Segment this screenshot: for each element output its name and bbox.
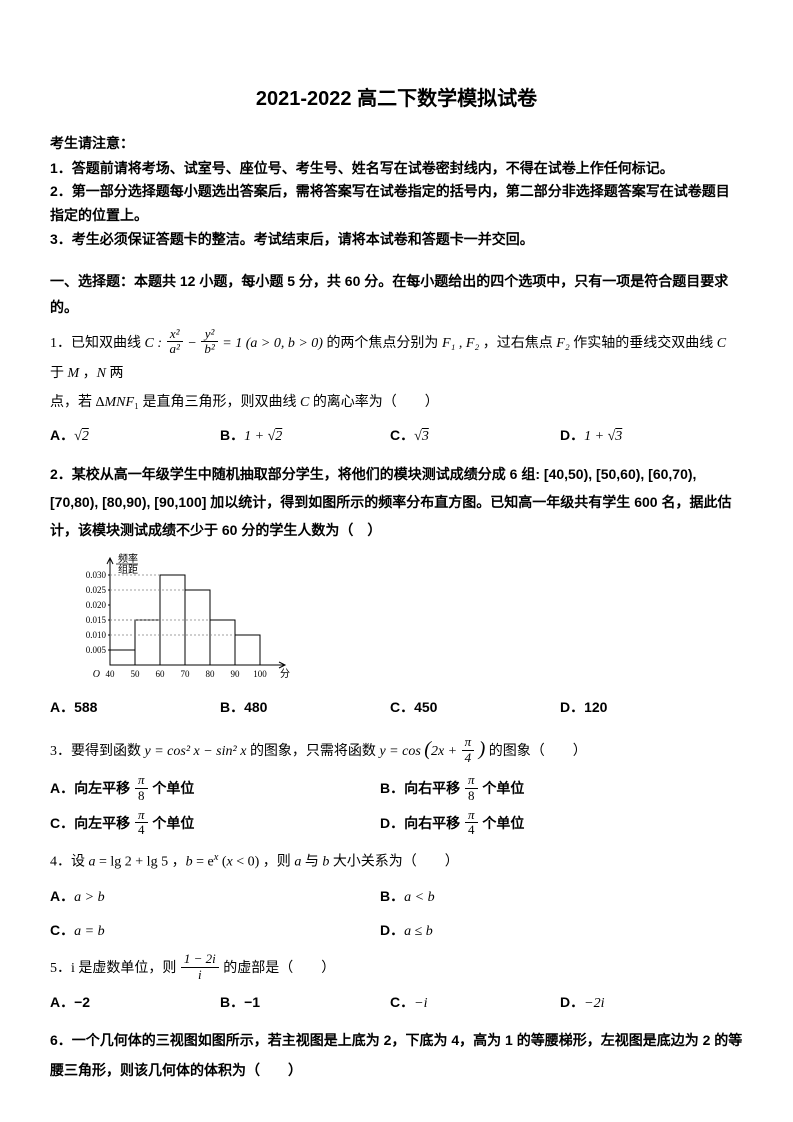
q1-stem-d: 点，若 ΔMNF₁ 是直角三角形，则双曲线 C 的离心率为（ ） bbox=[50, 388, 743, 417]
histogram-svg: 频率组距 0.005 0.010 0.015 0.020 0.025 0.030 40 50 60… bbox=[60, 550, 290, 690]
q4-option-c: C．a = b bbox=[50, 916, 380, 946]
q1-stem-a: 1．已知双曲线 bbox=[50, 336, 145, 351]
q2-option-d: D．120 bbox=[560, 694, 730, 721]
q5-option-d: D．−2i bbox=[560, 988, 730, 1018]
q1-c: C bbox=[717, 336, 726, 351]
q1-options: A．√2 B．1 + √2 C．√3 D．1 + √3 bbox=[50, 421, 743, 451]
q1-option-d: D．1 + √3 bbox=[560, 421, 730, 451]
q5-stem-a: 5．i 是虚数单位，则 bbox=[50, 961, 180, 976]
q3-options-row1: A．向左平移 π8 个单位 B．向右平移 π8 个单位 bbox=[50, 774, 743, 805]
svg-text:40: 40 bbox=[106, 669, 116, 679]
question-5: 5．i 是虚数单位，则 1 − 2ii 的虚部是（ ） A．−2 B．−1 C．… bbox=[50, 954, 743, 1018]
svg-text:0.005: 0.005 bbox=[86, 645, 107, 655]
question-6: 6．一个几何体的三视图如图所示，若主视图是上底为 2，下底为 4，高为 1 的等… bbox=[50, 1026, 743, 1085]
question-1: 1．已知双曲线 C : x²a² − y²b² = 1 (a > 0, b > … bbox=[50, 329, 743, 452]
svg-text:0.020: 0.020 bbox=[86, 600, 107, 610]
svg-text:0.015: 0.015 bbox=[86, 615, 107, 625]
notice-line-3: 3．考生必须保证答题卡的整洁。考试结束后，请将本试卷和答题卡一并交回。 bbox=[50, 228, 743, 252]
notice-line-2: 2．第一部分选择题每小题选出答案后，需将答案写在试卷指定的括号内，第二部分非选择… bbox=[50, 180, 743, 228]
q4-options-row2: C．a = b D．a ≤ b bbox=[50, 916, 743, 946]
q5-option-c: C．−i bbox=[390, 988, 560, 1018]
svg-text:60: 60 bbox=[156, 669, 166, 679]
q1-option-b: B．1 + √2 bbox=[220, 421, 390, 451]
svg-text:组距: 组距 bbox=[118, 563, 138, 576]
svg-text:100: 100 bbox=[253, 669, 267, 679]
notice-head: 考生请注意： bbox=[50, 130, 743, 157]
q2-option-b: B．480 bbox=[220, 694, 390, 721]
section-1-head: 一、选择题：本题共 12 小题，每小题 5 分，共 60 分。在每小题给出的四个… bbox=[50, 268, 743, 321]
q4-option-b: B．a < b bbox=[380, 882, 710, 912]
svg-text:频率: 频率 bbox=[118, 552, 138, 565]
q2-option-c: C．450 bbox=[390, 694, 560, 721]
q2-histogram: 频率组距 0.005 0.010 0.015 0.020 0.025 0.030 40 50 60… bbox=[60, 550, 743, 690]
svg-text:0.030: 0.030 bbox=[86, 570, 107, 580]
q5-option-b: B．−1 bbox=[220, 988, 390, 1018]
q5-frac: 1 − 2ii bbox=[181, 952, 219, 982]
q1-stem-b: 的两个焦点分别为 bbox=[326, 336, 442, 351]
svg-text:70: 70 bbox=[181, 669, 191, 679]
q3-fn2: y = cos (2x + π4 ) bbox=[379, 744, 485, 759]
svg-text:分数: 分数 bbox=[280, 667, 290, 680]
q1-option-c: C．√3 bbox=[390, 421, 560, 451]
q5-options: A．−2 B．−1 C．−i D．−2i bbox=[50, 988, 743, 1018]
svg-text:0.010: 0.010 bbox=[86, 630, 107, 640]
svg-text:O: O bbox=[93, 669, 100, 680]
q1-option-a: A．√2 bbox=[50, 421, 220, 451]
q3-option-a: A．向左平移 π8 个单位 bbox=[50, 774, 380, 805]
q3-fn1: y = cos² x − sin² x bbox=[145, 744, 247, 759]
notice-line-1: 1．答题前请将考场、试室号、座位号、考生号、姓名写在试卷密封线内，不得在试卷上作… bbox=[50, 157, 743, 181]
q2-option-a: A．588 bbox=[50, 694, 220, 721]
page-title: 2021-2022 高二下数学模拟试卷 bbox=[50, 80, 743, 118]
svg-text:0.025: 0.025 bbox=[86, 585, 107, 595]
q3-stem-b: 的图象，只需将函数 bbox=[250, 744, 380, 759]
q2-options: A．588 B．480 C．450 D．120 bbox=[50, 694, 743, 721]
q1-f2: F₂ bbox=[556, 336, 569, 351]
q1-foci: F₁ , F₂ bbox=[442, 336, 483, 351]
q3-option-b: B．向右平移 π8 个单位 bbox=[380, 774, 710, 805]
page: 2021-2022 高二下数学模拟试卷 考生请注意： 1．答题前请将考场、试室号… bbox=[0, 0, 793, 1122]
q3-option-d: D．向右平移 π4 个单位 bbox=[380, 809, 710, 840]
q1-eq: C : x²a² − y²b² = 1 (a > 0, b > 0) bbox=[145, 336, 323, 351]
q3-options-row2: C．向左平移 π4 个单位 D．向右平移 π4 个单位 bbox=[50, 809, 743, 840]
svg-text:80: 80 bbox=[206, 669, 216, 679]
q4-option-d: D．a ≤ b bbox=[380, 916, 710, 946]
q5-stem-b: 的虚部是（ ） bbox=[223, 961, 335, 976]
q3-stem-c: 的图象（ ） bbox=[489, 744, 587, 759]
q3-stem-a: 3．要得到函数 bbox=[50, 744, 145, 759]
q1-stem-c: 作实轴的垂线交双曲线 bbox=[573, 336, 717, 351]
q3-option-c: C．向左平移 π4 个单位 bbox=[50, 809, 380, 840]
q4-option-a: A．a > b bbox=[50, 882, 380, 912]
svg-text:90: 90 bbox=[231, 669, 241, 679]
q4-options-row1: A．a > b B．a < b bbox=[50, 882, 743, 912]
svg-text:50: 50 bbox=[131, 669, 141, 679]
q5-option-a: A．−2 bbox=[50, 988, 220, 1018]
question-4: 4．设 a = lg 2 + lg 5 ，b = ex (x < 0) ，则 a… bbox=[50, 847, 743, 946]
question-2-stem: 2．某校从高一年级学生中随机抽取部分学生，将他们的模块测试成绩分成 6 组: [… bbox=[50, 460, 743, 544]
question-3: 3．要得到函数 y = cos² x − sin² x 的图象，只需将函数 y … bbox=[50, 728, 743, 839]
